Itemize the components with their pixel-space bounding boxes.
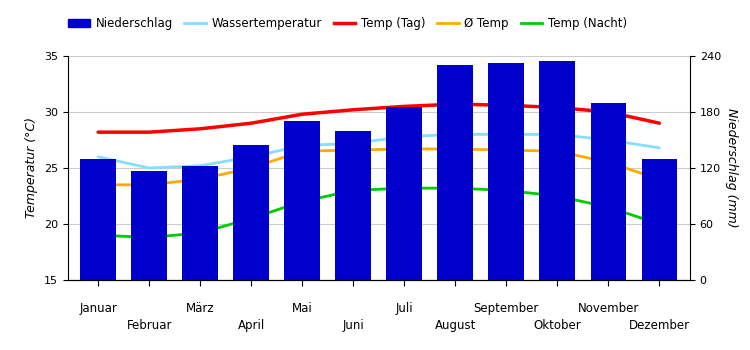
Bar [539,61,575,280]
Y-axis label: Niederschlag (mm): Niederschlag (mm) [724,108,738,228]
Text: Dezember: Dezember [628,319,690,332]
Text: April: April [238,319,265,332]
Legend: Niederschlag, Wassertemperatur, Temp (Tag), Ø Temp, Temp (Nacht): Niederschlag, Wassertemperatur, Temp (Ta… [64,13,632,35]
Bar [488,63,524,280]
Bar [335,131,371,280]
Bar [437,65,473,280]
Text: Februar: Februar [127,319,172,332]
Text: Juni: Juni [342,319,364,332]
Text: Mai: Mai [292,302,313,315]
Bar [80,159,116,280]
Bar [233,145,269,280]
Text: Januar: Januar [80,302,117,315]
Text: Oktober: Oktober [533,319,581,332]
Bar [182,166,218,280]
Text: November: November [578,302,639,315]
Bar [131,171,167,280]
Text: März: März [186,302,214,315]
Bar [284,121,320,280]
Bar [641,159,677,280]
Y-axis label: Temperatur (°C): Temperatur (°C) [25,118,38,218]
Bar [590,103,626,280]
Text: Juli: Juli [395,302,413,315]
Text: August: August [434,319,476,332]
Bar [386,107,422,280]
Text: September: September [473,302,539,315]
